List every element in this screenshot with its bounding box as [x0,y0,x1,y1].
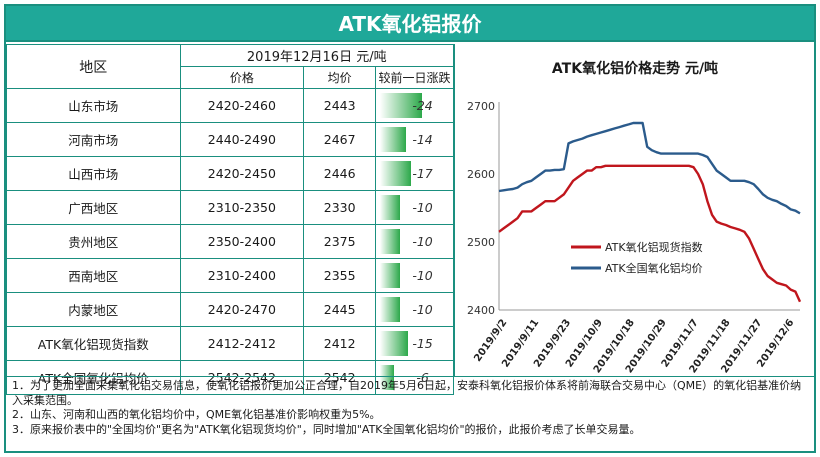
y-tick-label: 2700 [467,100,495,113]
change-cell: -10 [375,224,454,259]
change-cell: -10 [375,292,454,327]
y-tick-label: 2500 [467,236,495,249]
region-cell: 河南市场 [6,122,181,157]
table-row: 西南地区 2310-2400 2355 -10 [6,258,454,293]
chart-canvas: 27002600250024002019/9/22019/9/112019/9/… [467,100,802,375]
legend-label: ATK全国氧化铝均价 [605,261,703,275]
y-tick-label: 2400 [467,304,495,317]
y-tick-label: 2600 [467,168,495,181]
change-value: -10 [412,234,433,249]
change-databar [380,161,412,186]
table-row: 河南市场 2440-2490 2467 -14 [6,122,454,157]
avg-price-cell: 2330 [303,190,377,225]
chart-title: ATK氧化铝价格走势 元/吨 [551,61,719,77]
price-range-cell: 2412-2412 [179,326,305,361]
change-databar [380,195,401,220]
footnotes: 1．为了更加全面采集氧化铝交易信息，使氧化铝报价更加公正合理，自2019年5月6… [6,376,814,451]
change-cell: -15 [375,326,454,361]
price-range-cell: 2542-2542 [179,360,305,395]
avg-price-cell: 2443 [303,88,377,123]
change-databar [380,127,407,152]
change-value: -15 [412,336,433,351]
change-value: -17 [412,166,433,181]
price-range-cell: 2420-2450 [179,156,305,191]
change-column-header: 较前一日涨跌 [375,66,454,89]
price-range-cell: 2420-2460 [179,88,305,123]
table-row: ATK氧化铝现货指数 2412-2412 2412 -15 [6,326,454,361]
avg-price-cell: 2446 [303,156,377,191]
price-trend-chart: ATK氧化铝价格走势 元/吨 2700 2600 2500 2400 2019/9/2 2… [454,44,814,376]
change-databar [380,263,401,288]
price-range-cell: 2420-2470 [179,292,305,327]
price-table: 地区 2019年12月16日 元/吨 价格 均价 较前一日涨跌 山东市场 2420… [6,44,455,395]
change-value: -14 [412,132,433,147]
table-row: 山西市场 2420-2450 2446 -17 [6,156,454,191]
price-range-cell: 2440-2490 [179,122,305,157]
change-value: -24 [412,98,433,113]
region-cell: 内蒙地区 [6,292,181,327]
price-range-cell: 2310-2350 [179,190,305,225]
avg-price-cell: 2375 [303,224,377,259]
price-column-header: 价格 [179,66,305,89]
table-row: ATK全国氧化铝均价 2542-2542 2542 -6 [6,360,454,395]
change-cell: -14 [375,122,454,157]
footnote: 2．山东、河南和山西的氧化铝均价中，QME氧化铝基准价影响权重为5%。 [12,408,381,421]
region-cell: 广西地区 [6,190,181,225]
change-cell: -24 [375,88,454,123]
change-value: -10 [412,268,433,283]
legend-label: ATK氧化铝现货指数 [605,240,703,254]
footnote: 1．为了更加全面采集氧化铝交易信息，使氧化铝报价更加公正合理，自2019年5月6… [12,379,802,407]
avg-price-cell: 2445 [303,292,377,327]
change-cell: -6 [375,360,454,395]
footnote: 3．原来报价表中的"全国均价"更名为"ATK氧化铝现货均价"，同时增加"ATK全… [12,422,641,436]
table-row: 内蒙地区 2420-2470 2445 -10 [6,292,454,327]
avg-price-cell: 2467 [303,122,377,157]
region-cell: 贵州地区 [6,224,181,259]
series-line [498,164,802,303]
date-header: 2019年12月16日 元/吨 [179,44,455,67]
region-cell: 山东市场 [6,88,181,123]
price-range-cell: 2310-2400 [179,258,305,293]
change-databar [380,93,423,118]
price-range-cell: 2350-2400 [179,224,305,259]
table-row: 广西地区 2310-2350 2330 -10 [6,190,454,225]
region-cell: ATK氧化铝现货指数 [6,326,181,361]
change-databar [380,331,409,356]
change-cell: -17 [375,156,454,191]
region-header: 地区 [6,44,181,89]
change-value: -10 [412,302,433,317]
change-cell: -10 [375,190,454,225]
region-cell: 西南地区 [6,258,181,293]
change-value: -6 [416,370,429,385]
avg-price-cell: 2412 [303,326,377,361]
change-databar [380,365,395,390]
report-frame: ATK氧化铝报价 地区 2019年12月16日 元/吨 价格 均价 较前一日涨跌… [4,4,816,453]
avg-column-header: 均价 [303,66,377,89]
series-line [498,121,801,215]
table-row: 山东市场 2420-2460 2443 -24 [6,88,454,123]
change-value: -10 [412,200,433,215]
region-cell: ATK全国氧化铝均价 [6,360,181,395]
change-databar [380,297,401,322]
change-databar [380,229,401,254]
table-row: 贵州地区 2350-2400 2375 -10 [6,224,454,259]
change-cell: -10 [375,258,454,293]
page-title: ATK氧化铝报价 [6,6,814,42]
avg-price-cell: 2542 [303,360,377,395]
region-cell: 山西市场 [6,156,181,191]
avg-price-cell: 2355 [303,258,377,293]
